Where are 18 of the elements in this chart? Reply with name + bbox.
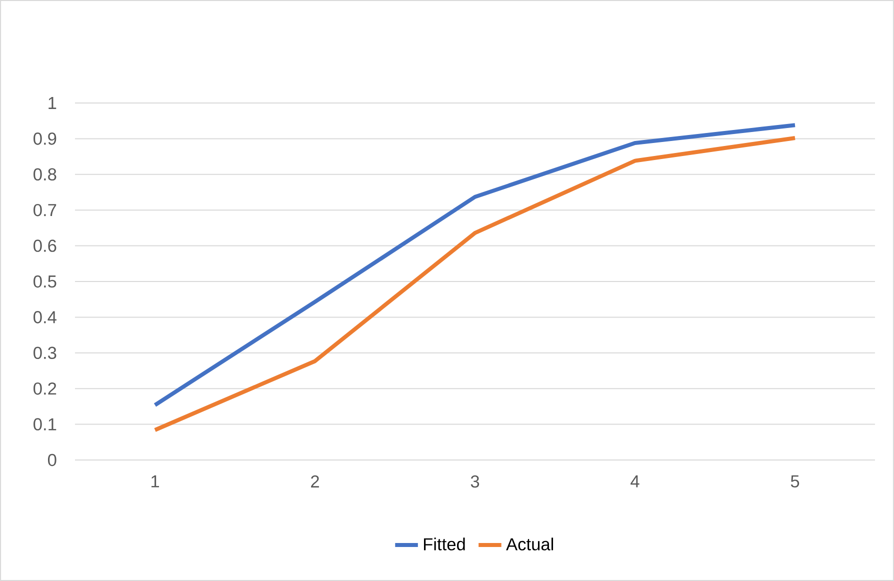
- x-tick-label: 3: [470, 475, 480, 488]
- legend-label: Actual: [506, 538, 554, 550]
- legend-label: Fitted: [424, 538, 465, 550]
- y-tick-label: 0.2: [34, 382, 56, 395]
- y-tick-label: 0.7: [34, 204, 56, 216]
- x-tick-label: 1: [152, 475, 159, 488]
- y-tick-label: 0.9: [34, 132, 56, 145]
- y-tick-label: 0: [48, 454, 56, 466]
- x-tick-label: 4: [630, 475, 640, 488]
- y-tick-label: 0.4: [34, 311, 56, 324]
- x-tick-label: 5: [790, 475, 800, 488]
- y-tick-label: 0.6: [34, 240, 56, 252]
- y-tick-label: 0.3: [34, 346, 56, 360]
- y-tick-label: 0.8: [34, 168, 56, 181]
- y-tick-label: 0.5: [34, 275, 56, 288]
- y-tick-label: 1: [48, 97, 56, 109]
- y-tick-label: 0.1: [34, 418, 56, 430]
- x-tick-label: 2: [311, 475, 319, 488]
